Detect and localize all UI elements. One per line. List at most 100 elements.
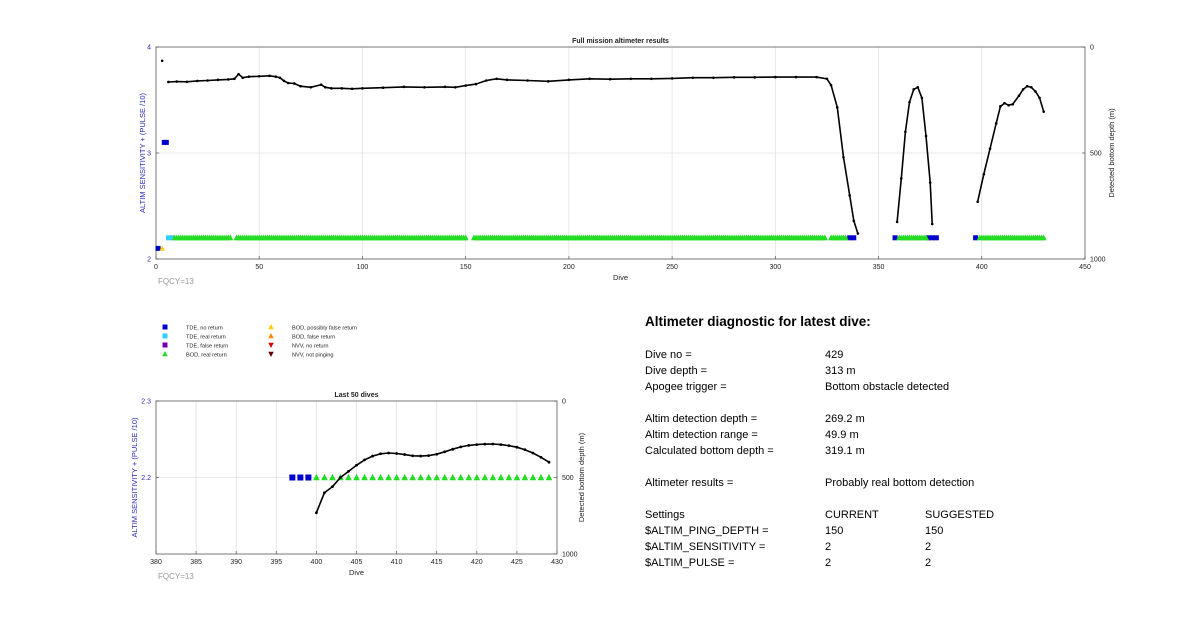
legend-marker: [268, 351, 274, 357]
bottom-depth-point: [340, 87, 344, 90]
legend-marker: [162, 342, 168, 348]
y-right-tick-label: 1000: [1090, 257, 1106, 264]
data-point: [489, 473, 497, 481]
data-point: [449, 473, 457, 481]
bottom-depth-point: [323, 85, 327, 89]
bottom-depth-point: [475, 443, 479, 447]
bottom-depth-point: [167, 80, 170, 84]
bottom-depth-line: [315, 443, 550, 513]
detection-depth-value: 269.2 m: [825, 413, 865, 425]
data-point: [329, 473, 336, 481]
bottom-depth-point: [195, 79, 199, 83]
legend-label: BOD, false return: [292, 334, 335, 340]
x-tick-label: 420: [471, 559, 483, 566]
calc-bottom-label: Calculated bottom depth =: [645, 445, 774, 457]
dive-depth-label: Dive depth =: [645, 365, 708, 377]
x-tick-label: 415: [431, 559, 443, 566]
x-tick-label: 150: [460, 264, 472, 271]
bottom-depth-point: [411, 454, 415, 458]
bottom-depth-point: [435, 452, 439, 456]
detection-range-value: 49.9 m: [825, 429, 859, 441]
bottom-depth-point: [691, 76, 695, 80]
detection-depth-row: Altim detection depth = 269.2 m: [645, 411, 1165, 427]
data-point: [170, 235, 176, 241]
data-point: [462, 234, 469, 241]
bottom-depth-point: [732, 76, 736, 79]
bottom-depth-point: [387, 451, 390, 455]
bottom-depth-point: [350, 87, 354, 91]
y-left-axis-label: ALTIM SENSITIVITY + (PULSE /10): [138, 93, 147, 213]
bottom-depth-point: [546, 80, 550, 83]
bottom-depth-point: [531, 451, 535, 455]
bottom-depth-point: [794, 75, 798, 79]
bottom-depth-point: [309, 85, 313, 89]
bottom-depth-point: [459, 445, 463, 449]
data-point: [545, 473, 553, 481]
y-left-tick-label: 4: [147, 45, 151, 52]
pulse-label: $ALTIM_PULSE =: [645, 557, 735, 569]
bottom-depth-point: [1042, 110, 1046, 113]
legend-label: TDE, real return: [186, 334, 226, 340]
data-point: [821, 234, 828, 241]
bottom-depth-point: [976, 200, 979, 204]
bottom-depth-point: [515, 445, 519, 449]
bottom-depth-point: [815, 75, 818, 79]
x-tick-label: 400: [311, 559, 323, 566]
data-point: [465, 473, 473, 481]
x-axis-label: Dive: [349, 568, 364, 577]
calc-bottom-row: Calculated bottom depth = 319.1 m: [645, 443, 1165, 459]
x-tick-label: 395: [270, 559, 282, 566]
bottom-depth-point: [268, 74, 271, 78]
data-point: [973, 235, 979, 241]
bottom-depth-point: [423, 85, 426, 89]
bottom-depth-point: [1011, 102, 1015, 106]
bottom-depth-point: [547, 460, 551, 464]
results-row: Altimeter results = Probably real bottom…: [645, 475, 1165, 491]
data-point: [847, 235, 853, 241]
data-point: [369, 473, 376, 481]
bottom-depth-point: [539, 455, 543, 459]
bottom-depth-point: [395, 452, 398, 455]
bottom-depth-point: [1003, 101, 1006, 105]
data-point: [923, 234, 930, 241]
x-tick-label: 430: [551, 559, 563, 566]
bottom-depth-point: [526, 79, 529, 82]
bottom-depth-point: [835, 106, 839, 109]
data-point: [289, 474, 296, 481]
y-left-tick-label: 3: [147, 151, 151, 158]
data-point: [1040, 234, 1047, 241]
x-tick-label: 200: [563, 264, 575, 271]
bottom-depth-point: [712, 76, 715, 80]
legend: TDE, no return TDE, real return TDE, false…: [162, 324, 357, 358]
legend-marker: [162, 324, 168, 330]
legend-marker: [162, 333, 168, 339]
data-point: [473, 473, 481, 481]
bottom-depth-point: [908, 100, 911, 104]
bottom-depth-point: [650, 77, 653, 81]
legend-label: NVV, no return: [292, 343, 329, 349]
bottom-depth-point: [282, 79, 286, 83]
bottom-depth-point: [443, 450, 447, 454]
y-left-tick-label: 2.2: [141, 475, 151, 482]
bottom-depth-point: [402, 85, 406, 89]
bottom-depth-point: [825, 77, 829, 81]
bottom-depth-point: [330, 87, 333, 90]
bottom-depth-point: [274, 75, 278, 78]
y-right-axis-label: Detected bottom depth (m): [577, 432, 586, 522]
bottom-depth-point: [495, 77, 498, 81]
x-tick-label: 380: [150, 559, 162, 566]
data-point: [925, 235, 931, 241]
diagnostic-title: Altimeter diagnostic for latest dive:: [645, 314, 871, 329]
bottom-depth-point: [608, 77, 612, 81]
data-point: [409, 473, 416, 481]
data-point: [163, 139, 169, 145]
apogee-value: Bottom obstacle detected: [825, 381, 950, 393]
x-tick-label: 300: [769, 264, 781, 271]
x-tick-label: 410: [391, 559, 403, 566]
bottom-depth-point: [899, 177, 903, 180]
bottom-depth-point: [293, 82, 296, 85]
bottom-depth-point: [912, 88, 915, 91]
data-point: [165, 235, 171, 241]
data-point: [159, 245, 165, 251]
bottom-depth-point: [299, 84, 302, 88]
